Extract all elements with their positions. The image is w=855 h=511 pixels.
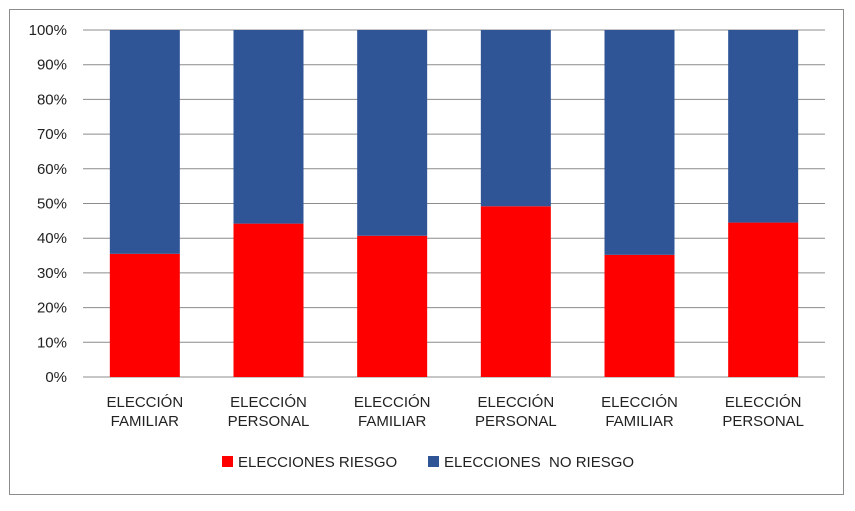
- bar-riesgo: [357, 235, 428, 377]
- y-tick-label: 60%: [37, 161, 67, 178]
- y-tick-label: 90%: [37, 57, 67, 74]
- bar-riesgo: [728, 222, 799, 377]
- bar-riesgo: [604, 254, 675, 377]
- x-category-label: ELECCIÓN PERSONAL: [228, 394, 310, 430]
- x-category-label: ELECCIÓN FAMILIAR: [601, 394, 678, 430]
- bar-riesgo: [480, 206, 551, 377]
- legend-swatch: [222, 456, 233, 467]
- legend-label: ELECCIONES RIESGO: [238, 454, 397, 471]
- y-tick-label: 30%: [37, 265, 67, 282]
- x-category-label: ELECCIÓN FAMILIAR: [354, 394, 431, 430]
- x-category-label: ELECCIÓN FAMILIAR: [106, 394, 183, 430]
- y-tick-label: 70%: [37, 126, 67, 143]
- x-category-label: ELECCIÓN PERSONAL: [475, 394, 557, 430]
- y-tick-label: 50%: [37, 196, 67, 213]
- x-category-label: ELECCIÓN PERSONAL: [722, 394, 804, 430]
- bar-riesgo: [233, 223, 304, 377]
- legend-label: ELECCIONES NO RIESGO: [444, 454, 634, 471]
- bar-no-riesgo: [728, 30, 799, 223]
- bar-no-riesgo: [480, 30, 551, 207]
- y-tick-label: 80%: [37, 91, 67, 108]
- bar-riesgo: [109, 253, 180, 377]
- y-tick-label: 0%: [45, 369, 67, 386]
- bar-no-riesgo: [109, 30, 180, 254]
- y-tick-label: 100%: [29, 22, 67, 39]
- bar-no-riesgo: [357, 30, 428, 236]
- bar-no-riesgo: [233, 30, 304, 224]
- legend-swatch: [428, 456, 439, 467]
- y-tick-label: 40%: [37, 230, 67, 247]
- y-tick-label: 20%: [37, 300, 67, 317]
- bar-no-riesgo: [604, 30, 675, 255]
- y-tick-label: 10%: [37, 334, 67, 351]
